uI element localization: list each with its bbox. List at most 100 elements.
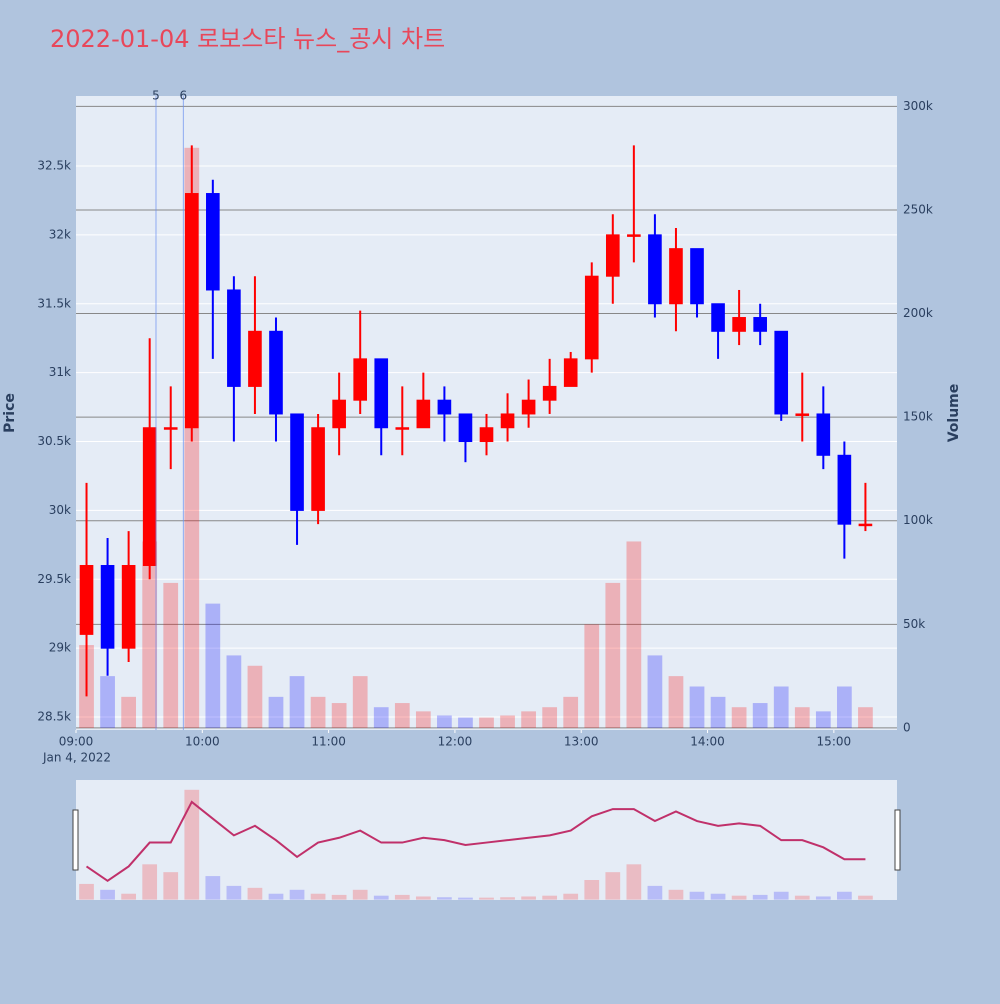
slider-volume-bar — [79, 883, 94, 900]
slider-volume-bar — [268, 893, 284, 900]
candle-body — [732, 317, 746, 332]
volume-bar — [142, 541, 158, 728]
slider-volume-bar — [310, 893, 326, 900]
candle-body — [332, 399, 346, 429]
range-handle[interactable] — [894, 809, 901, 871]
candle-body — [690, 248, 704, 305]
y-tick-label: 28.5k — [37, 710, 71, 724]
x-tick-label: 13:00 — [564, 735, 599, 749]
candle-body — [121, 565, 136, 649]
y-tick-label: 30k — [49, 503, 71, 517]
slider-price-line — [85, 800, 866, 883]
y2-tick-label: 200k — [903, 306, 933, 320]
y-axis-title: Price — [2, 393, 18, 433]
candle-body — [648, 234, 662, 305]
y-tick-label: 30.5k — [37, 434, 71, 448]
slider-volume-bar — [731, 895, 747, 900]
volume-bar — [352, 676, 368, 728]
candle-body — [290, 413, 304, 511]
slider-volume-bar — [163, 872, 179, 900]
volume-bar — [268, 696, 284, 728]
volume-bar — [100, 676, 115, 728]
candle-body — [100, 565, 115, 649]
y-tick-label: 31k — [49, 365, 71, 379]
slider-volume-bar — [184, 789, 200, 900]
candle-body — [163, 427, 178, 430]
volume-bar — [458, 717, 473, 728]
slider-volume-bar — [437, 897, 452, 900]
candle-body — [605, 234, 620, 277]
slider-volume-bar — [773, 891, 789, 900]
slider-volume-bar — [647, 885, 663, 900]
volume-bar — [626, 541, 642, 728]
slider-volume-bar — [837, 891, 852, 900]
slider-volume-bar — [626, 864, 642, 900]
candle-body — [521, 399, 536, 415]
candle-body — [269, 330, 283, 415]
volume-bar — [205, 603, 221, 728]
slider-volume-bar — [394, 894, 410, 900]
candle-body — [500, 413, 515, 429]
slider-volume-bar — [479, 897, 494, 900]
volume-bar — [289, 676, 305, 728]
range-handle[interactable] — [72, 809, 79, 871]
candle-body — [837, 454, 852, 525]
candle-body — [395, 427, 410, 430]
candle-body — [753, 317, 767, 332]
volume-bar — [815, 711, 831, 728]
slider-volume-bar — [521, 896, 536, 900]
x-tick-label: 09:00 — [59, 735, 94, 749]
candle-body — [142, 427, 157, 567]
range-slider[interactable] — [76, 780, 897, 900]
volume-bar — [247, 665, 263, 728]
volume-bar — [394, 703, 410, 728]
slider-volume-bar — [858, 895, 873, 900]
candle-body — [542, 385, 557, 401]
slider-volume-bar — [710, 893, 726, 900]
candle-body — [206, 193, 220, 291]
slider-volume-bar — [247, 887, 263, 900]
x-tick-label: 11:00 — [311, 735, 346, 749]
volume-bar — [858, 707, 873, 728]
candle-body — [353, 358, 368, 401]
candle-body — [627, 234, 641, 237]
slider-volume-bar — [100, 889, 115, 900]
y2-axis-title: Volume — [946, 384, 962, 443]
y-tick-label: 32.5k — [37, 158, 71, 172]
volume-bar — [521, 711, 536, 728]
volume-bar — [373, 707, 389, 728]
y2-tick-label: 300k — [903, 99, 933, 113]
slider-volume-bar — [542, 895, 558, 900]
slider-volume-bar — [205, 876, 221, 900]
candle-body — [416, 399, 431, 429]
volume-bar — [121, 696, 136, 728]
candle-body — [563, 358, 578, 387]
slider-volume-bar — [121, 893, 136, 900]
candle-body — [816, 413, 831, 456]
y2-tick-label: 100k — [903, 513, 933, 527]
slider-volume-bar — [415, 896, 431, 900]
volume-bar — [731, 707, 747, 728]
slider-volume-bar — [373, 895, 389, 900]
volume-bar — [647, 655, 663, 728]
slider-volume-bar — [331, 894, 347, 900]
volume-bar — [837, 686, 852, 728]
slider-volume-bar — [752, 894, 768, 900]
volume-bar — [563, 696, 579, 728]
y2-tick-label: 150k — [903, 410, 933, 424]
y-tick-label: 29.5k — [37, 572, 71, 586]
candle-body — [711, 303, 725, 332]
y2-tick-label: 0 — [903, 720, 911, 734]
y2-tick-label: 250k — [903, 202, 933, 216]
volume-bar — [605, 582, 621, 728]
candle-body — [584, 275, 599, 360]
slider-volume-bar — [668, 889, 684, 900]
x-tick-label: 10:00 — [185, 735, 220, 749]
candle-body — [458, 413, 473, 443]
x-tick-label: 15:00 — [817, 735, 852, 749]
x-tick-label: 12:00 — [438, 735, 473, 749]
slider-volume-bar — [815, 896, 831, 900]
volume-bar — [500, 715, 515, 728]
x-sublabel: Jan 4, 2022 — [42, 751, 111, 765]
